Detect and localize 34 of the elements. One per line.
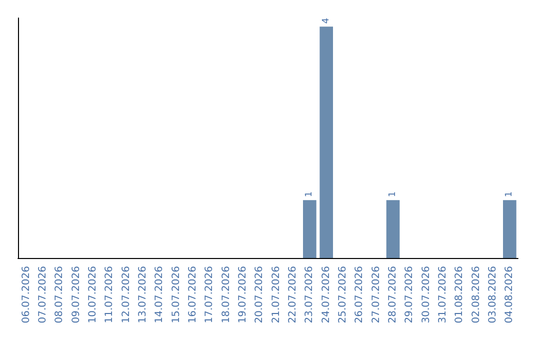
x-tick-label: 29.07.2026 xyxy=(404,266,416,324)
x-tick-label: 28.07.2026 xyxy=(388,266,398,324)
x-tick-label: 04.08.2026 xyxy=(504,266,516,324)
data-label: 1 xyxy=(388,191,398,198)
x-tick-label: 03.08.2026 xyxy=(488,266,498,324)
x-tick-label: 08.07.2026 xyxy=(54,266,66,324)
x-tick-label: 21.07.2026 xyxy=(270,266,282,324)
x-tick-label: 07.07.2026 xyxy=(38,266,48,324)
x-tick-label: 01.08.2026 xyxy=(454,266,466,324)
x-tick-label: 25.07.2026 xyxy=(338,266,348,324)
x-tick-label: 26.07.2026 xyxy=(354,266,366,324)
x-tick-label: 20.07.2026 xyxy=(254,266,266,324)
x-tick-label: 10.07.2026 xyxy=(88,266,98,324)
x-tick-label: 06.07.2026 xyxy=(20,266,32,324)
data-label: 4 xyxy=(321,18,332,24)
x-tick-label: 30.07.2026 xyxy=(420,266,432,324)
x-tick-label: 13.07.2026 xyxy=(138,266,148,324)
x-tick-label: 14.07.2026 xyxy=(154,266,166,324)
x-tick-label: 16.07.2026 xyxy=(188,266,198,324)
x-tick-label: 11.07.2026 xyxy=(104,266,116,324)
x-tick-label: 18.07.2026 xyxy=(220,266,232,324)
x-tick-label: 19.07.2026 xyxy=(238,266,248,324)
x-tick-label: 22.07.2026 xyxy=(288,266,298,324)
x-tick-label: 02.08.2026 xyxy=(470,266,482,324)
x-tick-label: 12.07.2026 xyxy=(120,266,132,324)
x-tick-label: 15.07.2026 xyxy=(170,266,182,324)
x-tick-label: 27.07.2026 xyxy=(370,266,382,324)
x-tick-label: 09.07.2026 xyxy=(70,266,82,324)
x-tick-label: 24.07.2026 xyxy=(320,266,332,324)
x-tick-label: 23.07.2026 xyxy=(304,266,316,324)
x-tick-label: 17.07.2026 xyxy=(204,266,216,324)
data-label: 1 xyxy=(504,191,515,198)
data-label: 1 xyxy=(304,191,315,198)
x-tick-label: 31.07.2026 xyxy=(438,266,448,324)
